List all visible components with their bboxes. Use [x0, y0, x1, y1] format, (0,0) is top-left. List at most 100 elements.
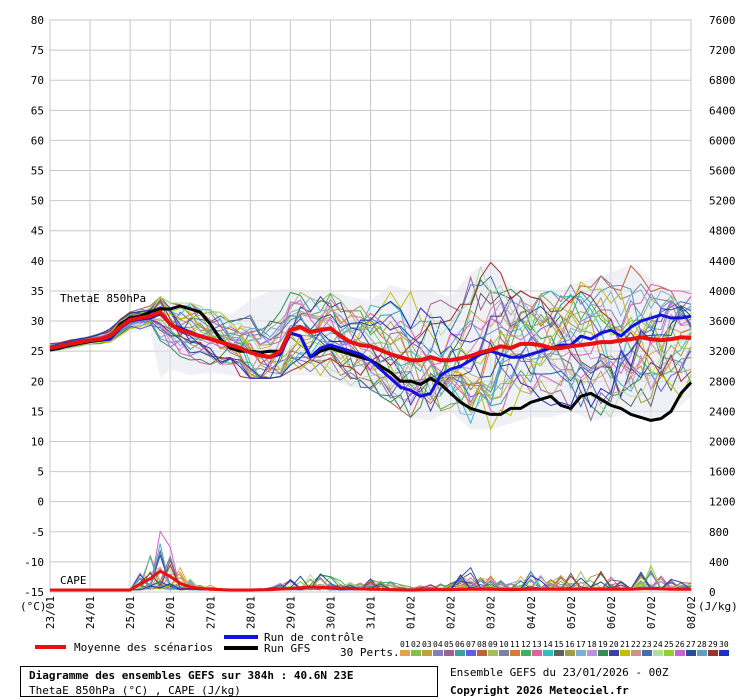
- y-left-tick-label: -5: [31, 526, 44, 539]
- y-left-unit: (°C): [20, 600, 47, 613]
- x-tick-label: 03/02: [485, 596, 498, 629]
- chart-subtitle: ThetaE 850hPa (°C) , CAPE (J/kg): [29, 684, 241, 697]
- y-left-tick-label: 5: [37, 466, 44, 479]
- y-right-tick-label: 3600: [709, 315, 736, 328]
- chart-title: Diagramme des ensembles GEFS sur 384h : …: [29, 669, 354, 682]
- y-right-tick-label: 7600: [709, 14, 736, 27]
- member-number-21: 21: [620, 640, 630, 649]
- member-number-20: 20: [609, 640, 619, 649]
- member-legend: 01 02 03 04 05 06 07 08 09 10 11 12 13 14 15 16 17 18 19 20…: [400, 640, 729, 656]
- member-swatch-22: [631, 650, 641, 656]
- x-tick-label: 29/01: [284, 596, 297, 629]
- legend-gfs-label: Run GFS: [264, 642, 310, 655]
- member-number-08: 08: [477, 640, 487, 649]
- x-tick-label: 05/02: [565, 596, 578, 629]
- x-tick-label: 30/01: [324, 596, 337, 629]
- legend: Moyenne des scénarios Run de contrôle Ru…: [35, 631, 400, 659]
- member-number-05: 05: [444, 640, 454, 649]
- member-swatch-02: [411, 650, 421, 656]
- y-left-tick-label: -10: [24, 556, 44, 569]
- member-number-23: 23: [642, 640, 652, 649]
- member-number-17: 17: [576, 640, 586, 649]
- x-tick-label: 28/01: [244, 596, 257, 629]
- y-right-tick-label: 2400: [709, 405, 736, 418]
- mean-line: [49, 310, 692, 363]
- x-tick-label: 01/02: [405, 596, 418, 629]
- member-swatch-19: [598, 650, 608, 656]
- member-swatch-09: [488, 650, 498, 656]
- y-right-tick-label: 2000: [709, 435, 736, 448]
- y-left-tick-label: 35: [31, 285, 44, 298]
- member-swatch-15: [554, 650, 564, 656]
- cape-panel: [50, 530, 692, 592]
- member-cape-29: [50, 563, 692, 591]
- member-swatch-10: [499, 650, 509, 656]
- member-number-24: 24: [653, 640, 663, 649]
- y-left-tick-label: 40: [31, 255, 44, 268]
- y-left-tick-label: 75: [31, 44, 44, 57]
- x-tick-label: 02/02: [445, 596, 458, 629]
- member-swatch-30: [719, 650, 729, 656]
- x-tick-label: 24/01: [84, 596, 97, 629]
- y-right-unit: (J/kg): [698, 600, 738, 613]
- member-number-09: 09: [488, 640, 498, 649]
- y-right-tick-label: 7200: [709, 44, 736, 57]
- y-right-tick-label: 0: [709, 586, 716, 599]
- thetae-label: ThetaE 850hPa: [60, 292, 146, 305]
- member-swatch-18: [587, 650, 597, 656]
- x-tick-label: 06/02: [605, 596, 618, 629]
- member-swatch-12: [521, 650, 531, 656]
- y-right-tick-label: 800: [709, 526, 729, 539]
- member-number-06: 06: [455, 640, 465, 649]
- y-right-tick-label: 4000: [709, 285, 736, 298]
- y-left-tick-label: 0: [37, 496, 44, 509]
- main-series: [49, 304, 693, 422]
- x-axis: 23/01 24/01 25/01 26/01 27/01 28/01 29/01 30/01…: [44, 596, 698, 629]
- run-info: Ensemble GEFS du 23/01/2026 - 00Z: [450, 666, 669, 679]
- y-left-tick-label: 30: [31, 315, 44, 328]
- member-swatch-24: [653, 650, 663, 656]
- y-right-tick-label: 400: [709, 556, 729, 569]
- y-left-tick-label: 15: [31, 405, 44, 418]
- member-swatch-26: [675, 650, 685, 656]
- member-swatch-03: [422, 650, 432, 656]
- y-left-tick-label: 80: [31, 14, 44, 27]
- y-axis-right: 7600720068006400600056005200480044004000…: [709, 14, 736, 599]
- member-swatch-08: [477, 650, 487, 656]
- cape-mean-line: [50, 569, 691, 592]
- y-right-tick-label: 6800: [709, 74, 736, 87]
- member-number-27: 27: [686, 640, 696, 649]
- member-number-14: 14: [543, 640, 553, 649]
- member-number-19: 19: [598, 640, 608, 649]
- member-number-18: 18: [587, 640, 597, 649]
- member-swatch-05: [444, 650, 454, 656]
- member-line-25: [49, 296, 692, 391]
- member-number-22: 22: [631, 640, 641, 649]
- y-left-tick-label: 70: [31, 74, 44, 87]
- member-line-23: [49, 275, 692, 408]
- member-line-26: [49, 299, 692, 397]
- member-swatch-16: [565, 650, 575, 656]
- member-swatch-01: [400, 650, 410, 656]
- member-swatch-17: [576, 650, 586, 656]
- member-swatch-13: [532, 650, 542, 656]
- member-number-29: 29: [708, 640, 718, 649]
- x-tick-label: 31/01: [365, 596, 378, 629]
- member-swatch-29: [708, 650, 718, 656]
- legend-control-label: Run de contrôle: [264, 631, 363, 644]
- member-swatch-04: [433, 650, 443, 656]
- y-right-tick-label: 5600: [709, 165, 736, 178]
- member-number-15: 15: [554, 640, 564, 649]
- member-number-03: 03: [422, 640, 432, 649]
- member-number-04: 04: [433, 640, 443, 649]
- y-right-tick-label: 2800: [709, 375, 736, 388]
- member-swatch-11: [510, 650, 520, 656]
- member-swatch-14: [543, 650, 553, 656]
- y-left-tick-label: 25: [31, 345, 44, 358]
- y-left-tick-label: -15: [24, 586, 44, 599]
- ensemble-count-label: 30 Perts.: [340, 646, 400, 659]
- member-number-10: 10: [499, 640, 509, 649]
- member-number-16: 16: [565, 640, 575, 649]
